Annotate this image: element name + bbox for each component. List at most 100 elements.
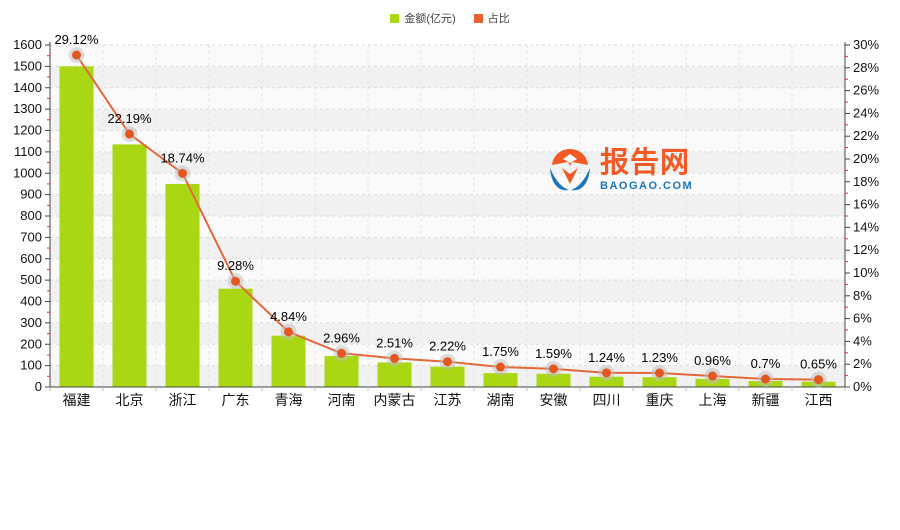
data-point-label: 22.19% xyxy=(107,111,152,126)
data-point-label: 4.84% xyxy=(270,309,307,324)
data-point-6[interactable] xyxy=(337,348,346,358)
data-point-label: 1.24% xyxy=(588,350,625,365)
y-axis-left-label: 800 xyxy=(20,208,42,223)
data-point-label: 0.96% xyxy=(694,353,731,368)
y-axis-left-label: 1500 xyxy=(13,58,42,73)
y-axis-right-label: 14% xyxy=(853,219,879,234)
plot-band xyxy=(50,66,845,88)
plot-band xyxy=(50,173,845,195)
y-axis-left-label: 1200 xyxy=(13,123,42,138)
bar-10[interactable] xyxy=(536,373,571,387)
bar-3[interactable] xyxy=(165,183,200,387)
y-axis-left-label: 1400 xyxy=(13,80,42,95)
data-point-label: 0.7% xyxy=(751,356,781,371)
bar-12[interactable] xyxy=(642,377,677,387)
bar-8[interactable] xyxy=(430,366,465,387)
data-point-label: 2.51% xyxy=(376,335,413,350)
bar-4[interactable] xyxy=(218,288,253,387)
data-point-label: 29.12% xyxy=(54,32,99,47)
data-point-12[interactable] xyxy=(655,368,664,378)
data-point-label: 0.65% xyxy=(800,357,837,372)
plot-band xyxy=(50,237,845,259)
plot-band xyxy=(50,130,845,152)
x-axis-label: 安徽 xyxy=(540,392,568,408)
y-axis-left-label: 0 xyxy=(35,379,42,394)
y-axis-left-label: 900 xyxy=(20,187,42,202)
data-point-label: 2.22% xyxy=(429,339,466,354)
y-axis-left-label: 1300 xyxy=(13,101,42,116)
data-point-14[interactable] xyxy=(761,374,770,384)
x-axis-label: 河南 xyxy=(328,392,356,408)
legend: 金额(亿元) 占比 xyxy=(0,10,900,26)
data-point-label: 18.74% xyxy=(160,150,205,165)
watermark-subtitle: BAOGAO.COM xyxy=(600,179,694,192)
data-point-label: 2.96% xyxy=(323,330,360,345)
bar-11[interactable] xyxy=(589,376,624,387)
y-axis-left-label: 200 xyxy=(20,336,42,351)
y-axis-right-label: 8% xyxy=(853,288,872,303)
y-axis-right-label: 10% xyxy=(853,265,879,280)
legend-amount-swatch-icon xyxy=(390,13,400,23)
y-axis-right-label: 24% xyxy=(853,105,879,120)
y-axis-right-label: 4% xyxy=(853,333,872,348)
data-point-label: 1.75% xyxy=(482,344,519,359)
y-axis-right-label: 28% xyxy=(853,60,879,75)
y-axis-right-label: 30% xyxy=(853,37,879,52)
watermark-title: 报告网 xyxy=(600,146,691,179)
x-axis-label: 江苏 xyxy=(434,392,462,408)
data-point-15[interactable] xyxy=(814,375,823,385)
legend-item-amount[interactable]: 金额(亿元) xyxy=(390,10,456,26)
data-point-5[interactable] xyxy=(284,327,293,337)
legend-item-ratio[interactable]: 占比 xyxy=(473,10,510,26)
x-axis-label: 福建 xyxy=(63,392,91,408)
bar-9[interactable] xyxy=(483,373,518,387)
x-axis-label: 重庆 xyxy=(646,392,674,408)
y-axis-left-label: 1100 xyxy=(14,144,42,159)
bar-1[interactable] xyxy=(59,66,94,387)
plot-band xyxy=(50,151,845,174)
x-axis-label: 内蒙古 xyxy=(374,392,416,408)
data-point-label: 1.23% xyxy=(641,350,678,365)
bar-7[interactable] xyxy=(377,362,412,387)
y-axis-left-label: 400 xyxy=(20,294,42,309)
data-point-9[interactable] xyxy=(496,362,505,372)
x-axis-label: 上海 xyxy=(699,392,727,408)
data-point-10[interactable] xyxy=(549,364,558,374)
legend-ratio-label: 占比 xyxy=(487,13,510,25)
data-point-11[interactable] xyxy=(602,368,611,378)
plot-band xyxy=(50,216,845,238)
y-axis-right-label: 20% xyxy=(853,151,879,166)
data-point-3[interactable] xyxy=(178,168,187,178)
bar-2[interactable] xyxy=(112,144,147,387)
y-axis-right-label: 6% xyxy=(853,311,872,326)
y-axis-left-label: 600 xyxy=(20,251,42,266)
y-axis-right-label: 26% xyxy=(853,83,879,98)
y-axis-left-label: 1600 xyxy=(13,37,42,52)
x-axis-label: 湖南 xyxy=(487,392,515,408)
x-axis-label: 广东 xyxy=(222,392,250,408)
y-axis-right-label: 22% xyxy=(853,128,879,143)
baogao-logo-icon xyxy=(550,149,590,191)
y-axis-left-label: 500 xyxy=(20,272,42,287)
data-point-2[interactable] xyxy=(125,129,134,139)
x-axis-label: 青海 xyxy=(275,392,303,408)
watermark: 报告网 BAOGAO.COM xyxy=(546,146,693,194)
legend-amount-label: 金额(亿元) xyxy=(404,13,456,25)
y-axis-right-label: 12% xyxy=(853,242,879,257)
y-axis-right-label: 16% xyxy=(853,197,879,212)
plot-band xyxy=(50,109,845,131)
data-point-label: 1.59% xyxy=(535,346,572,361)
x-axis-label: 四川 xyxy=(593,392,621,408)
y-axis-left-label: 100 xyxy=(20,358,42,373)
x-axis-label: 新疆 xyxy=(752,392,780,408)
data-point-4[interactable] xyxy=(231,276,240,286)
plot-band xyxy=(50,258,845,281)
data-point-13[interactable] xyxy=(708,371,717,381)
data-point-8[interactable] xyxy=(443,357,452,367)
bar-5[interactable] xyxy=(271,335,306,387)
data-point-7[interactable] xyxy=(390,353,399,363)
data-point-1[interactable] xyxy=(72,50,81,60)
x-axis-label: 江西 xyxy=(805,392,833,408)
